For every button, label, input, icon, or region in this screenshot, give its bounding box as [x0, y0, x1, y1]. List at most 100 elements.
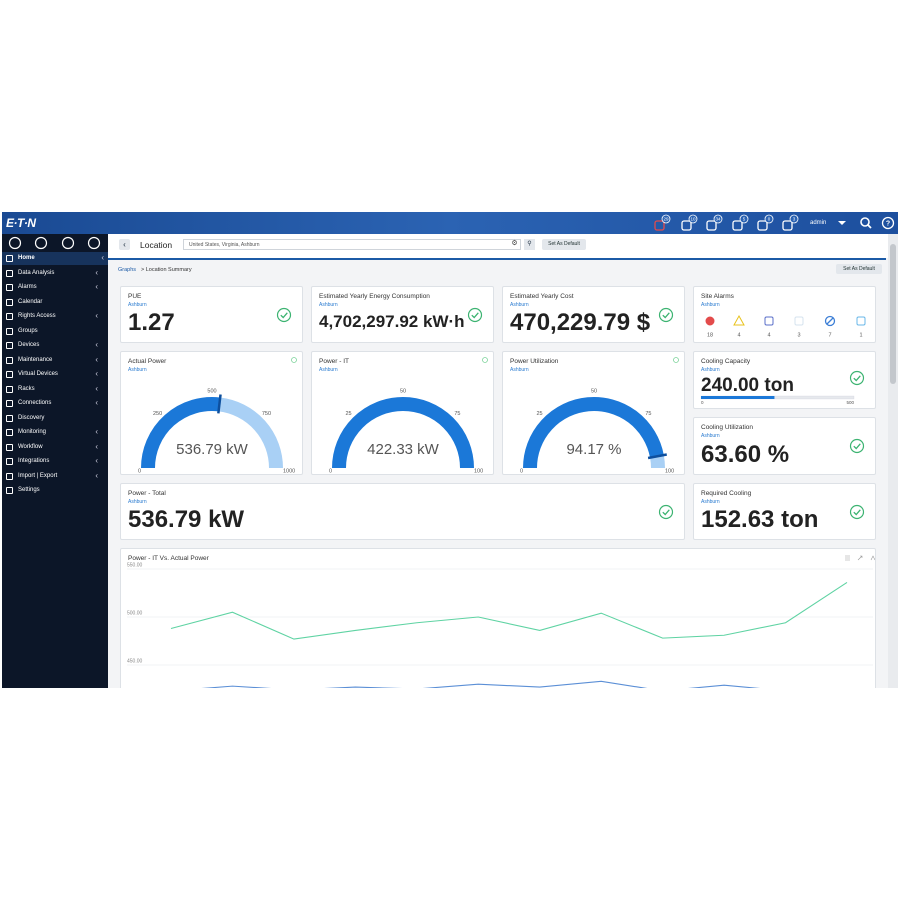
menu-item[interactable]: Rights Access ‹ — [2, 310, 108, 323]
settings-button[interactable]: ⚙ — [511, 240, 518, 247]
card-title: Cooling Capacity — [701, 358, 751, 365]
card-title: Site Alarms — [701, 293, 734, 300]
nav-icon[interactable] — [8, 236, 22, 250]
badge-count: 34 — [715, 216, 721, 221]
y-tick-label: 550.00 — [127, 562, 143, 568]
chevron: ‹ — [95, 282, 98, 291]
bar-min: 0 — [701, 400, 704, 405]
divider — [108, 258, 886, 260]
notification-icon — [706, 220, 717, 231]
menu-item[interactable]: Virtual Devices ‹ — [2, 368, 108, 381]
set-default-button[interactable]: Set As Default — [542, 239, 586, 250]
kpi-value: 1.27 — [128, 309, 175, 336]
nav-icon[interactable] — [61, 236, 75, 250]
card-subtitle: Ashburn — [319, 367, 338, 373]
notification-icon — [732, 220, 743, 231]
menu-item[interactable]: Monitoring ‹ — [2, 426, 108, 439]
menu-label: Import | Export — [18, 472, 58, 479]
menu-item[interactable]: Alarms ‹ — [2, 281, 108, 294]
toolbar-title: Location — [140, 240, 173, 250]
menu-label: Devices — [18, 342, 40, 348]
status-circle — [849, 504, 865, 520]
menu-icon — [6, 414, 13, 422]
scrollbar-thumb[interactable] — [890, 244, 896, 384]
menu-item[interactable]: Racks ‹ — [2, 383, 108, 396]
notification[interactable]: 10 — [680, 214, 702, 232]
card-subtitle: Ashburn — [701, 499, 720, 505]
menu-item[interactable]: Maintenance ‹ — [2, 354, 108, 367]
nav-icon[interactable] — [34, 236, 48, 250]
notification-icon — [782, 220, 793, 231]
kpi-card: Power - Total Ashburn 536.79 kW — [120, 483, 685, 540]
badge — [713, 214, 723, 224]
back-button[interactable]: ‹ — [119, 239, 130, 250]
sidebar: Home ‹ Data Analysis ‹ Alarms ‹ Calendar Rights… — [2, 234, 108, 688]
menu-item[interactable]: Connections ‹ — [2, 397, 108, 410]
status-circle — [276, 307, 292, 323]
user-name[interactable]: admin — [810, 220, 827, 226]
cooling-capacity-card: Cooling Capacity Ashburn 240.00 ton 0 500 — [693, 351, 876, 409]
menu-label: Calendar — [18, 298, 43, 305]
gauge-tick-label: 75 — [454, 411, 460, 417]
menu-item[interactable]: Devices ‹ — [2, 339, 108, 352]
menu-item[interactable]: Integrations ‹ — [2, 455, 108, 468]
nav-icon[interactable] — [87, 236, 101, 250]
menu-item[interactable]: Settings — [2, 484, 108, 497]
kpi-value: 536.79 kW — [128, 506, 245, 533]
gauge-tick-label: 0 — [329, 468, 332, 474]
kpi-card: Required Cooling Ashburn 152.63 ton — [693, 483, 876, 540]
gauge-card: Actual Power Ashburn 0 250 500 750 1000 536.79 … — [120, 351, 303, 475]
alarm-icon — [856, 316, 866, 326]
card-subtitle: Ashburn — [128, 367, 147, 373]
notification[interactable]: 29 — [653, 214, 675, 232]
search-button[interactable]: ⚲ — [524, 239, 535, 250]
notification-icon — [757, 220, 768, 231]
menu-icon — [6, 269, 13, 277]
scrollbar[interactable] — [888, 234, 898, 688]
chevron: ‹ — [95, 470, 98, 480]
notification[interactable]: 34 — [705, 214, 727, 232]
badge — [789, 214, 799, 224]
gauge: 0 25 50 75 100 422.33 kW — [329, 357, 488, 474]
status-circle — [467, 307, 483, 323]
kpi-card: Estimated Yearly Cost Ashburn 470,229.79 $ — [502, 286, 685, 343]
help-icon[interactable] — [881, 216, 895, 230]
menu-item[interactable]: Workflow ‹ — [2, 441, 108, 454]
menu-item[interactable]: Groups — [2, 325, 108, 338]
search-icon[interactable] — [860, 217, 870, 227]
alarm-icon — [733, 314, 745, 326]
alarm-icon — [705, 316, 715, 326]
badge-count: 3 — [793, 216, 796, 221]
card-title: PUE — [128, 293, 142, 300]
location-input[interactable]: United States, Virginia, Ashburn — [183, 239, 521, 250]
alarm-count: 7 — [828, 332, 831, 338]
card-title: Power - Total — [128, 490, 166, 497]
breadcrumb-root[interactable]: Graphs — [118, 267, 137, 273]
kpi-card: PUE Ashburn 1.27 — [120, 286, 303, 343]
status-circle — [658, 307, 674, 323]
notification[interactable]: 0 — [756, 214, 778, 232]
chart-menu-icon — [857, 555, 863, 561]
menu-item[interactable]: Home ‹ — [2, 252, 108, 265]
menu-item[interactable]: Data Analysis ‹ — [2, 267, 108, 280]
chevron: ‹ — [95, 369, 98, 378]
set-default-button[interactable]: Set As Default — [836, 264, 882, 274]
caret[interactable] — [838, 221, 846, 225]
menu-item[interactable]: Discovery — [2, 412, 108, 425]
gauge: 0 250 500 750 1000 536.79 kW — [138, 357, 297, 474]
menu-item[interactable]: Calendar — [2, 296, 108, 309]
notification[interactable]: 5 — [731, 214, 753, 232]
menu-label: Rights Access — [18, 313, 56, 319]
chevron: ‹ — [95, 383, 98, 393]
card-subtitle: Ashburn — [701, 302, 720, 308]
menu-icon — [6, 284, 13, 291]
gauge-tick-label: 50 — [400, 388, 406, 394]
status-ok-icon — [467, 307, 483, 323]
gauge-track — [218, 397, 283, 469]
gauge-status-dot — [482, 357, 488, 363]
status-circle — [849, 370, 865, 386]
menu-item[interactable]: Import | Export ‹ — [2, 470, 108, 483]
notification[interactable]: 3 — [781, 214, 803, 232]
chevron: ‹ — [95, 267, 98, 277]
